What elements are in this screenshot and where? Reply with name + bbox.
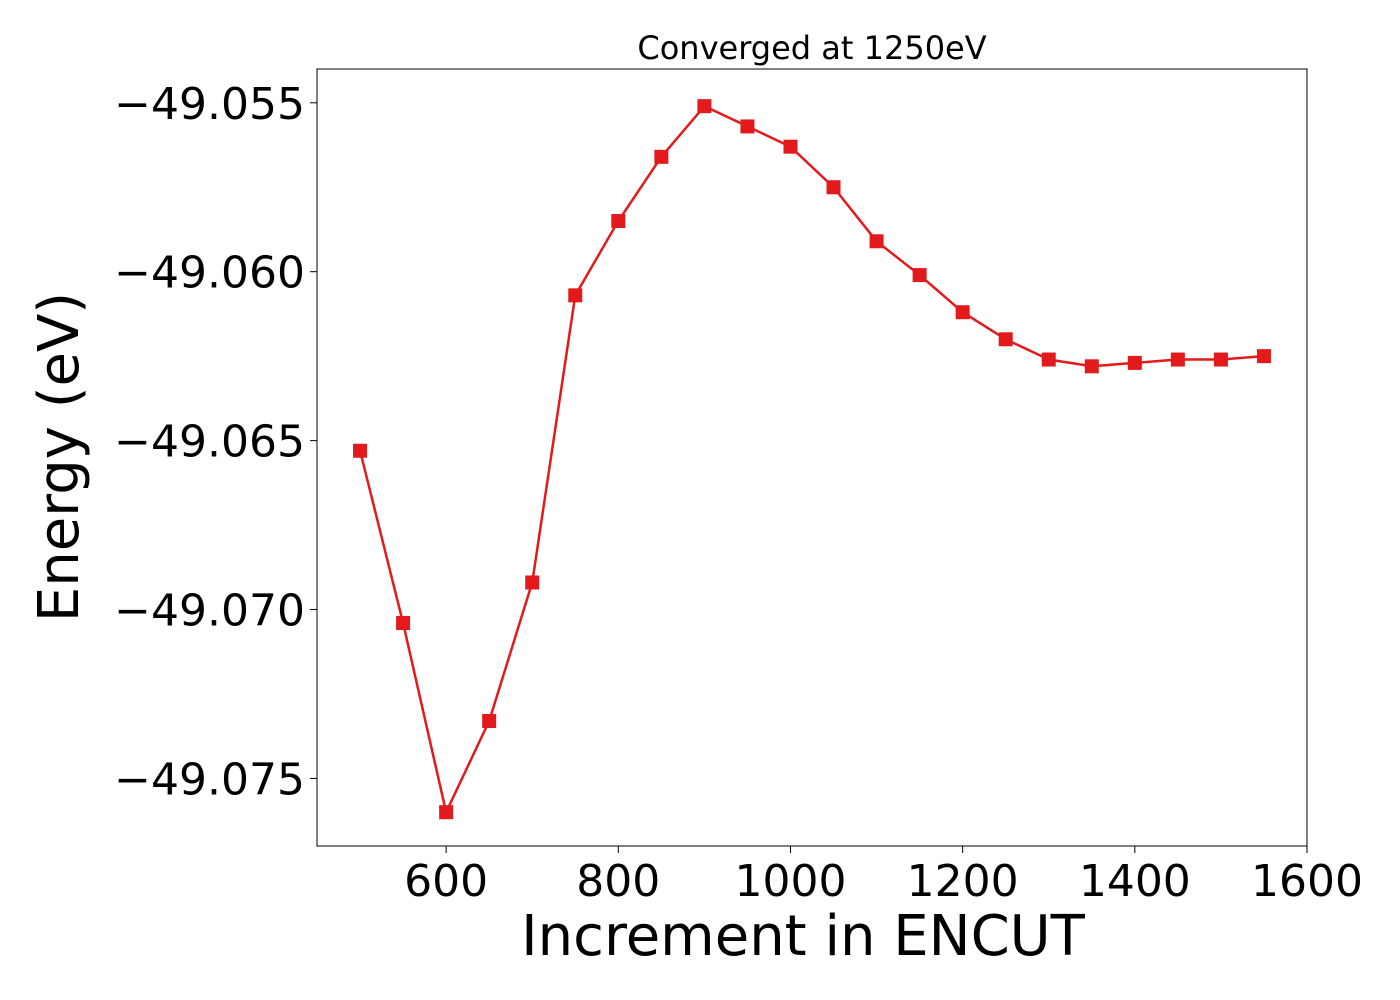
data-point xyxy=(912,268,927,283)
data-point xyxy=(439,805,454,820)
y-axis-title: Energy (eV) xyxy=(27,292,92,622)
data-point xyxy=(525,575,540,590)
plot-frame xyxy=(316,68,1308,847)
data-point xyxy=(998,332,1013,347)
data-point xyxy=(783,139,798,154)
data-point xyxy=(869,234,884,249)
data-point xyxy=(1127,355,1142,370)
data-point xyxy=(654,149,669,164)
data-point xyxy=(1170,352,1185,367)
y-tick-label: −49.065 xyxy=(114,417,305,468)
data-point xyxy=(396,616,411,631)
data-point xyxy=(611,214,626,229)
x-tick-label: 600 xyxy=(404,856,488,907)
y-axis: −49.075 −49.070 −49.065 −49.060 −49.055 xyxy=(114,79,317,805)
x-axis-title: Increment in ENCUT xyxy=(521,904,1086,969)
y-tick-label: −49.070 xyxy=(114,586,305,637)
series-line xyxy=(358,104,1265,814)
data-point xyxy=(955,305,970,320)
data-point xyxy=(568,288,583,303)
data-point xyxy=(1084,359,1099,374)
x-tick-label: 1000 xyxy=(734,856,846,907)
x-tick-label: 1400 xyxy=(1079,856,1191,907)
data-point xyxy=(740,119,755,134)
data-point xyxy=(1256,349,1271,364)
data-point xyxy=(697,99,712,114)
data-point xyxy=(1213,352,1228,367)
y-tick-label: −49.075 xyxy=(114,754,305,805)
plot-area xyxy=(353,99,1271,820)
chart-title: Converged at 1250eV xyxy=(637,29,986,67)
y-tick-label: −49.060 xyxy=(114,248,305,299)
data-point xyxy=(826,180,841,195)
data-point xyxy=(1041,352,1056,367)
x-tick-label: 800 xyxy=(576,856,660,907)
data-point xyxy=(482,714,497,729)
x-tick-label: 1200 xyxy=(907,856,1019,907)
data-point xyxy=(353,443,368,458)
y-tick-label: −49.055 xyxy=(114,79,305,130)
x-tick-label: 1600 xyxy=(1251,856,1363,907)
x-axis: 600 800 1000 1200 1400 1600 xyxy=(404,846,1363,907)
